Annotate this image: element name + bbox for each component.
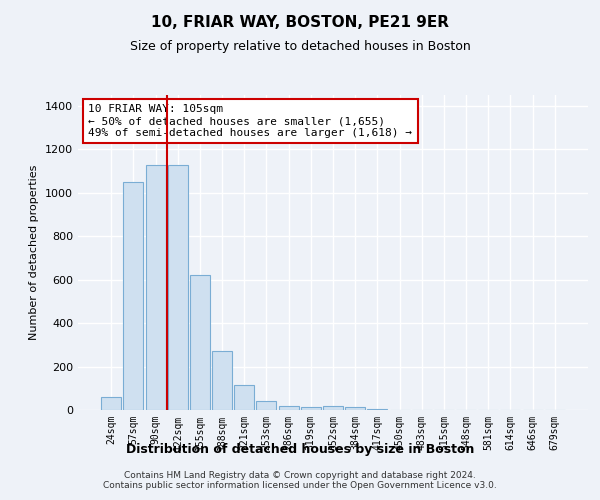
Text: 10 FRIAR WAY: 105sqm
← 50% of detached houses are smaller (1,655)
49% of semi-de: 10 FRIAR WAY: 105sqm ← 50% of detached h… (88, 104, 412, 138)
Y-axis label: Number of detached properties: Number of detached properties (29, 165, 40, 340)
Bar (234, 385, 254, 410)
Bar (367, 409, 388, 410)
Bar (323, 406, 343, 410)
Bar (168, 164, 188, 410)
Bar (101, 397, 121, 410)
Bar (278, 406, 299, 410)
Text: 10, FRIAR WAY, BOSTON, PE21 9ER: 10, FRIAR WAY, BOSTON, PE21 9ER (151, 15, 449, 30)
Bar (146, 164, 166, 410)
Text: Size of property relative to detached houses in Boston: Size of property relative to detached ho… (130, 40, 470, 53)
Text: Contains HM Land Registry data © Crown copyright and database right 2024.
Contai: Contains HM Land Registry data © Crown c… (103, 470, 497, 490)
Bar (124, 182, 143, 410)
Bar (190, 276, 210, 410)
Bar (345, 406, 365, 410)
Text: Distribution of detached houses by size in Boston: Distribution of detached houses by size … (126, 442, 474, 456)
Bar (256, 402, 277, 410)
Bar (212, 352, 232, 410)
Bar (301, 406, 321, 410)
